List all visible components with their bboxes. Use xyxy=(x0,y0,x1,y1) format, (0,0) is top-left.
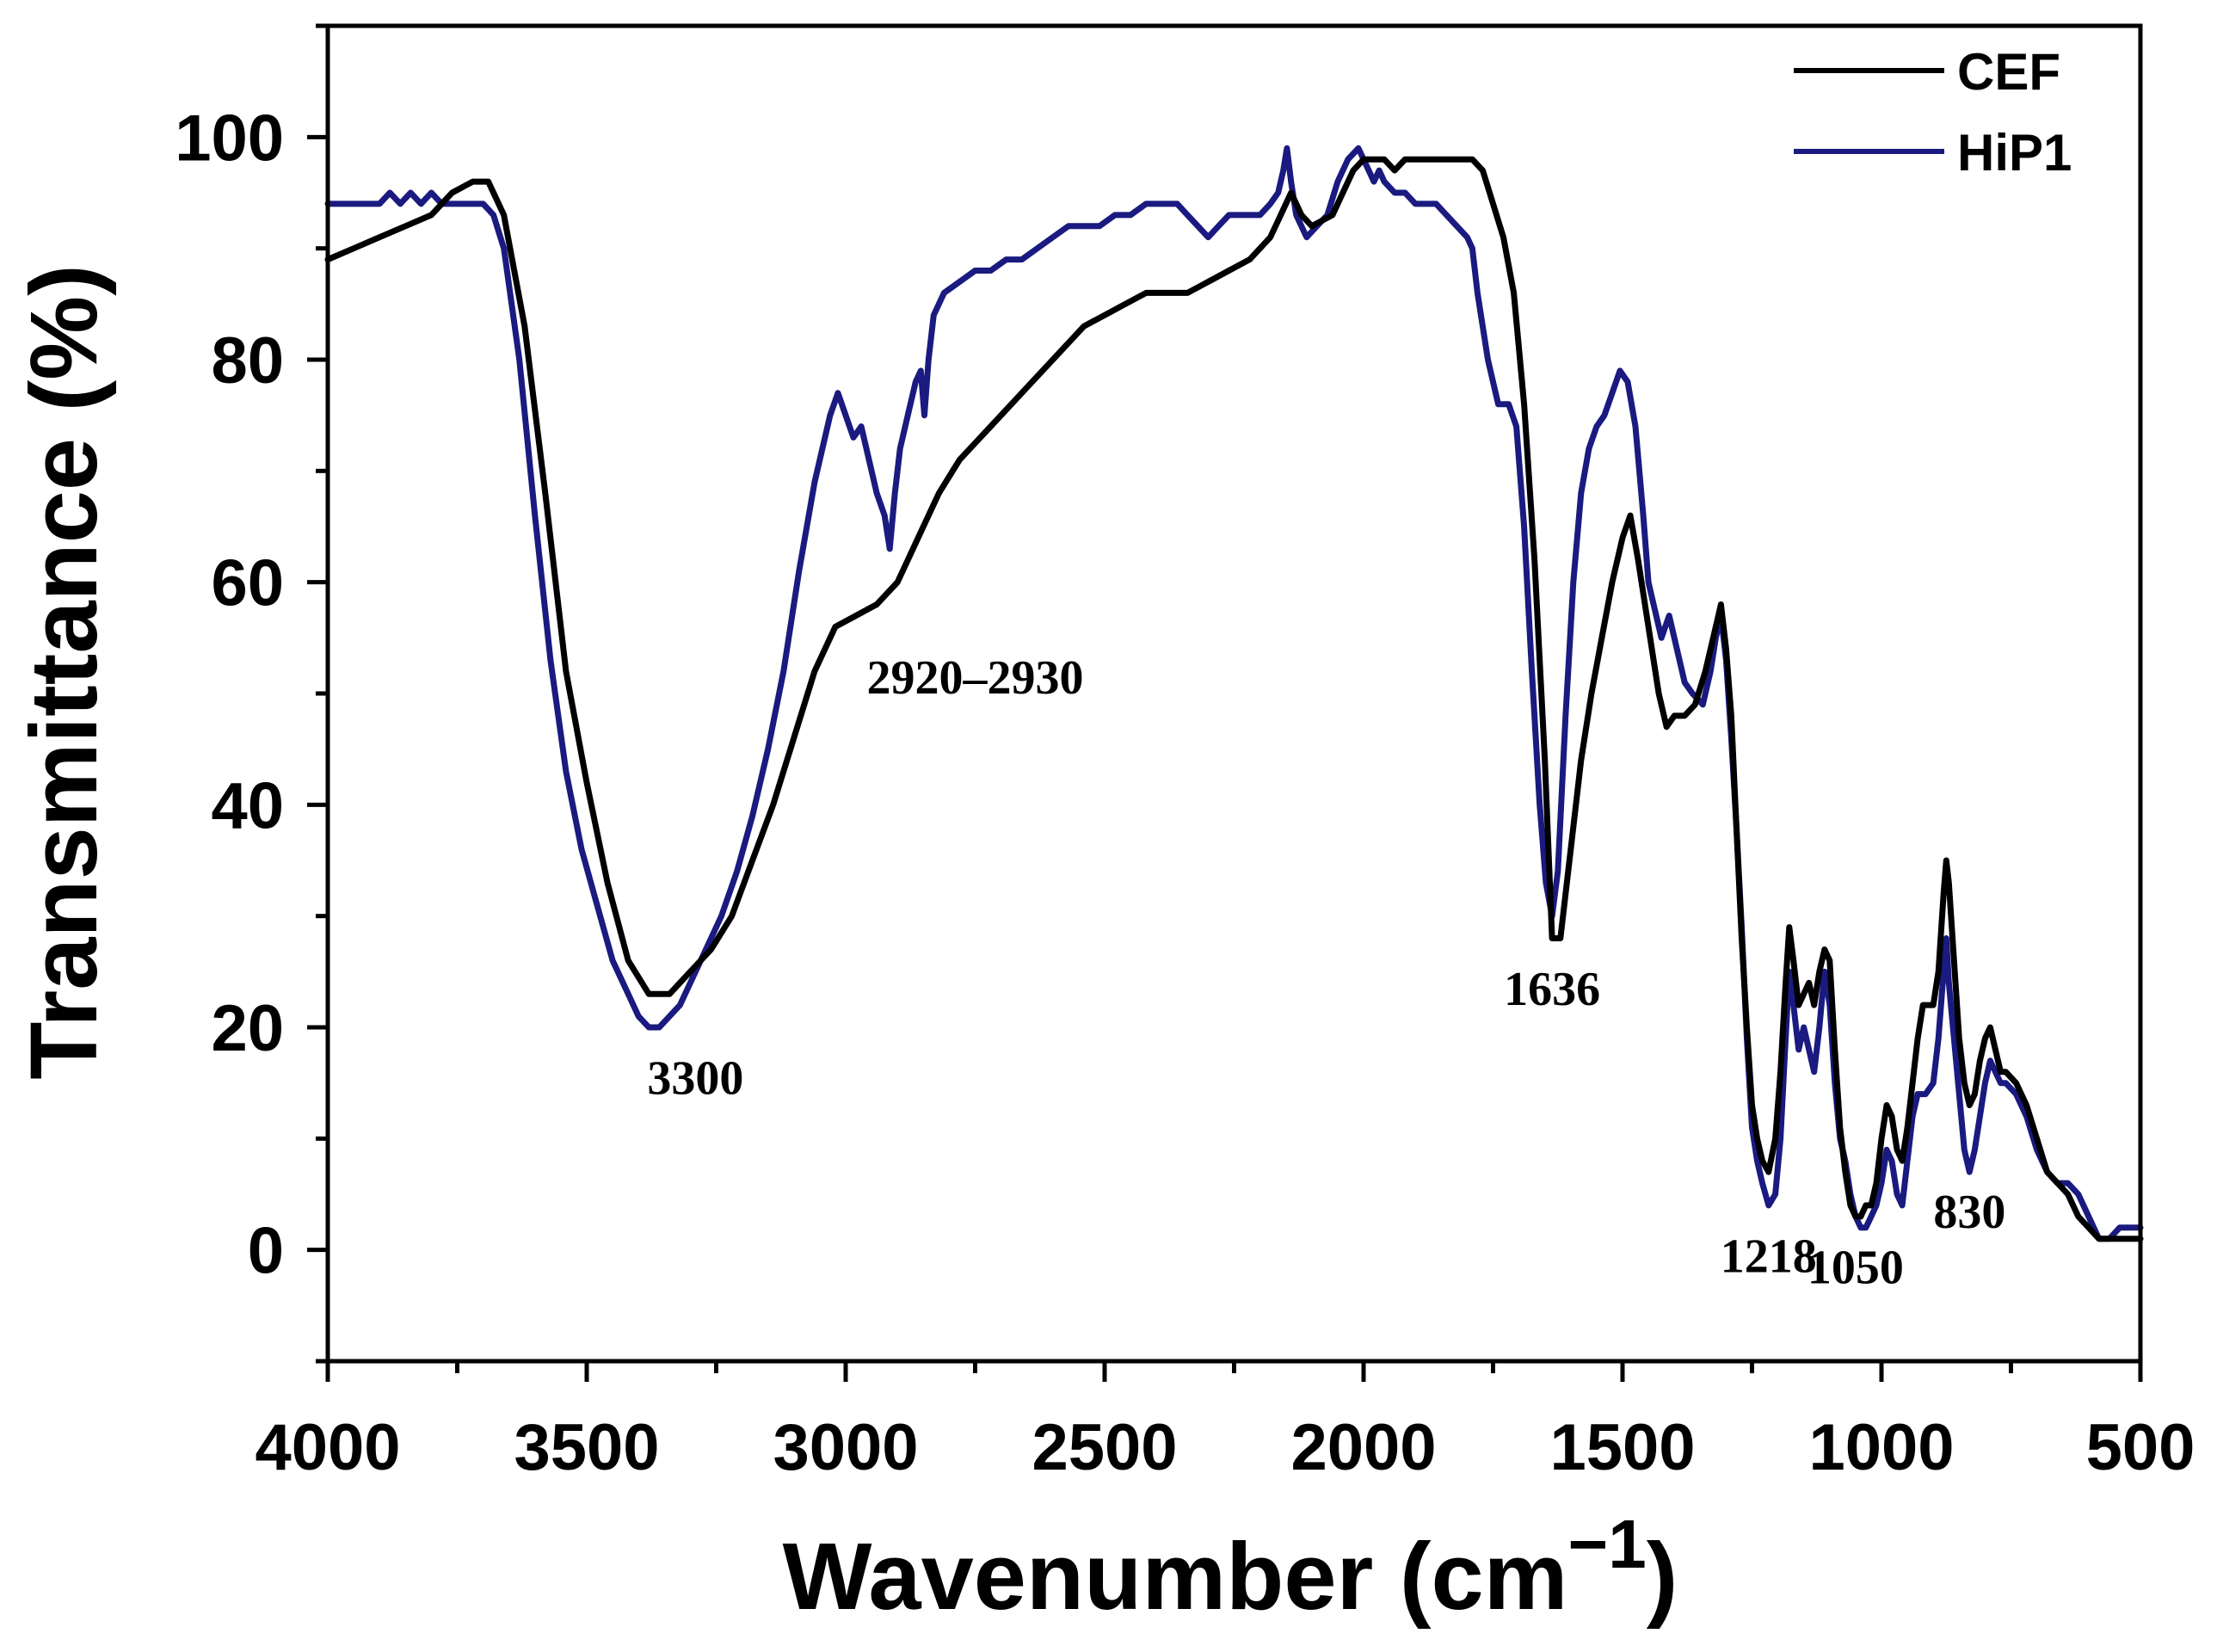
x-tick-label: 4000 xyxy=(255,1411,400,1484)
x-tick-label: 1500 xyxy=(1549,1411,1695,1484)
legend-label-cef: CEF xyxy=(1957,43,2060,101)
y-axis-title: Transmittance (%) xyxy=(11,264,117,1079)
x-axis-title-close: ) xyxy=(1647,1524,1678,1630)
x-tick-label: 500 xyxy=(2086,1411,2195,1484)
peak-annotation: 1050 xyxy=(1807,1241,1904,1294)
y-tick-label: 20 xyxy=(211,992,284,1065)
peak-annotation: 830 xyxy=(1933,1186,2005,1239)
y-tick-label: 100 xyxy=(175,102,284,175)
axes-layer: 4000 3500 3000 2500 2000 1500 1000 500 0 20 40 60 80… xyxy=(175,23,2195,1484)
peak-annotation: 1636 xyxy=(1504,963,1600,1016)
legend: CEF HiP1 xyxy=(1794,43,2072,182)
y-tick-label: 60 xyxy=(211,547,284,620)
x-tick-label: 2000 xyxy=(1290,1411,1436,1484)
peak-annotation: 1218 xyxy=(1721,1230,1817,1284)
series-line-cef xyxy=(324,156,2144,1242)
y-tick-label: 40 xyxy=(211,769,284,842)
peak-annotation: 3300 xyxy=(647,1052,743,1106)
series-layer xyxy=(324,145,2144,1242)
peak-annotation: 2920–2930 xyxy=(867,651,1084,705)
y-tick-label: 80 xyxy=(211,324,284,398)
x-tick-label: 1000 xyxy=(1808,1411,1954,1484)
legend-label-hip1: HiP1 xyxy=(1957,124,2072,182)
x-axis-title-main: Wavenumber (cm xyxy=(783,1524,1568,1630)
x-tick-label: 2500 xyxy=(1032,1411,1177,1484)
y-tick-label: 0 xyxy=(248,1215,284,1288)
x-axis-title-superscript: −1 xyxy=(1567,1506,1646,1582)
x-axis-title: Wavenumber (cm−1) xyxy=(783,1506,1678,1630)
series-line-hip1 xyxy=(324,145,2144,1242)
x-tick-label: 3500 xyxy=(514,1411,659,1484)
x-tick-label: 3000 xyxy=(773,1411,918,1484)
